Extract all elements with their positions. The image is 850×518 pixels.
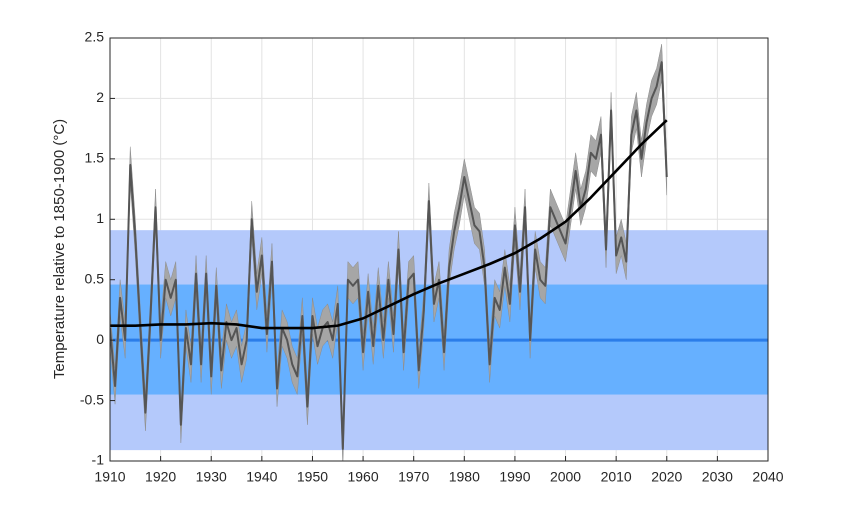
x-tick-label: 1950 <box>297 469 328 485</box>
x-tick-label: 2040 <box>752 469 783 485</box>
y-tick-label: 2.5 <box>85 29 105 45</box>
y-tick-label: 0 <box>96 331 104 347</box>
y-axis-label: Temperature relative to 1850-1900 (°C) <box>51 119 68 379</box>
x-tick-label: 2030 <box>702 469 733 485</box>
x-tick-label: 1910 <box>94 469 125 485</box>
x-tick-label: 1960 <box>347 469 378 485</box>
x-tick-label: 2020 <box>651 469 682 485</box>
series-line <box>110 119 668 330</box>
x-tick-label: 1940 <box>246 469 277 485</box>
y-tick-label: -1 <box>92 452 105 468</box>
x-tick-label: 1970 <box>398 469 429 485</box>
x-tick-label: 1990 <box>499 469 530 485</box>
x-tick-label: 2010 <box>601 469 632 485</box>
x-tick-label: 1930 <box>196 469 227 485</box>
y-tick-label: 2 <box>96 89 104 105</box>
y-tick-label: -0.5 <box>80 391 104 407</box>
series-line <box>110 61 668 450</box>
y-tick-label: 1.5 <box>85 150 105 166</box>
y-tick-label: 1 <box>96 210 104 226</box>
x-tick-label: 1920 <box>145 469 176 485</box>
x-tick-label: 1980 <box>449 469 480 485</box>
uncertainty-band <box>110 43 668 461</box>
axes-box <box>109 37 769 462</box>
y-tick-label: 0.5 <box>85 270 105 286</box>
x-tick-label: 2000 <box>550 469 581 485</box>
plot-area <box>110 38 768 461</box>
